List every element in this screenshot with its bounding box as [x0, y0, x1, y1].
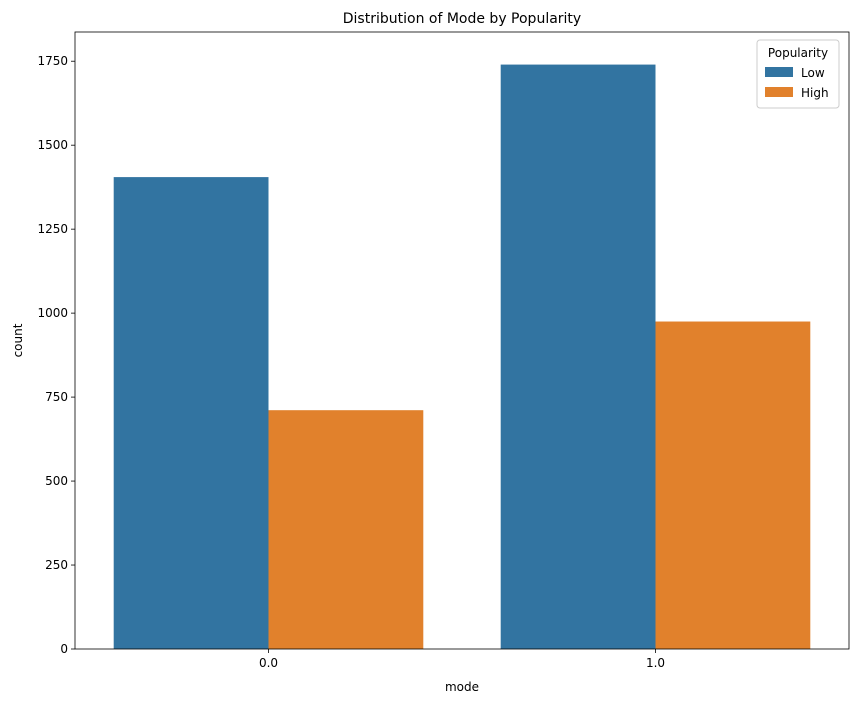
y-tick-label: 750 — [45, 390, 68, 404]
legend-swatch-high — [765, 87, 793, 97]
bar-low-0 — [113, 177, 269, 649]
bars-layer — [113, 64, 811, 649]
x-tick-label: 0.0 — [259, 656, 278, 670]
legend-swatch-low — [765, 67, 793, 77]
y-tick-label: 0 — [60, 642, 68, 656]
legend-label-low: Low — [801, 66, 825, 80]
legend: Popularity Low High — [756, 39, 840, 109]
x-axis-label: mode — [445, 680, 479, 694]
bar-high-1 — [655, 321, 811, 649]
y-tick-label: 500 — [45, 474, 68, 488]
axes-frame — [74, 31, 850, 650]
bar-high-0 — [268, 410, 424, 649]
axes-layer: 0.0 1.0 0 250 500 750 1000 1250 1500 1750 — [37, 31, 850, 670]
y-tick-label: 1750 — [37, 54, 68, 68]
y-tick-label: 250 — [45, 558, 68, 572]
x-tick-label: 1.0 — [646, 656, 665, 670]
y-tick-label: 1000 — [37, 306, 68, 320]
y-axis-label: count — [11, 323, 25, 357]
legend-label-high: High — [801, 86, 829, 100]
chart-title: Distribution of Mode by Popularity — [343, 11, 581, 27]
bar-low-1 — [500, 64, 656, 649]
y-tick-label: 1500 — [37, 138, 68, 152]
y-tick-label: 1250 — [37, 222, 68, 236]
legend-title: Popularity — [768, 46, 828, 60]
